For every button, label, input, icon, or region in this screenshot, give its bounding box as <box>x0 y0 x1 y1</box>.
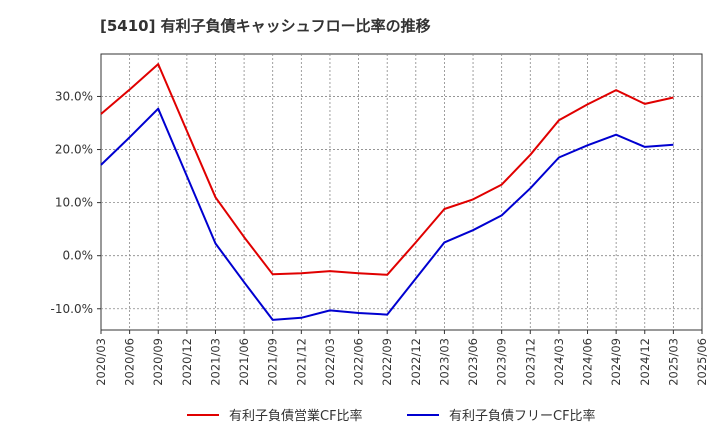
x-tick-label: 2023/12 <box>523 338 537 386</box>
legend-label: 有利子負債営業CF比率 <box>229 408 363 424</box>
y-tick-label: 20.0% <box>55 143 93 157</box>
x-tick-label: 2024/06 <box>581 338 595 386</box>
chart-title: [5410] 有利子負債キャッシュフロー比率の推移 <box>100 17 431 35</box>
y-axis-ticks: -10.0% 0.0% 10.0% 20.0% 30.0% <box>51 89 101 316</box>
x-tick-label: 2020/06 <box>123 338 137 386</box>
x-axis-ticks: 2020/03 2020/06 2020/09 2020/12 2021/03 2021/… <box>94 330 709 386</box>
series-line-operating-cf <box>100 63 674 276</box>
series-line-free-cf <box>100 107 674 321</box>
x-tick-label: 2020/09 <box>151 338 165 386</box>
x-tick-label: 2025/03 <box>666 338 680 386</box>
x-tick-label: 2022/09 <box>380 338 394 386</box>
x-tick-label: 2023/03 <box>437 338 451 386</box>
x-tick-label: 2020/12 <box>180 338 194 386</box>
plot-area <box>100 53 703 331</box>
x-tick-label: 2021/09 <box>266 338 280 386</box>
y-tick-label: -10.0% <box>51 302 93 316</box>
legend: 有利子負債営業CF比率 有利子負債フリーCF比率 <box>187 408 596 424</box>
x-tick-label: 2022/06 <box>352 338 366 386</box>
y-tick-label: 30.0% <box>55 89 93 103</box>
series-lines <box>100 63 674 321</box>
x-tick-label: 2021/03 <box>208 338 222 386</box>
x-tick-label: 2022/03 <box>323 338 337 386</box>
x-tick-label: 2020/03 <box>94 338 108 386</box>
x-tick-label: 2021/06 <box>237 338 251 386</box>
x-tick-label: 2022/12 <box>409 338 423 386</box>
x-tick-label: 2024/09 <box>609 338 623 386</box>
x-tick-label: 2021/12 <box>294 338 308 386</box>
y-tick-label: 0.0% <box>63 249 94 263</box>
plot-frame <box>100 53 703 331</box>
legend-label: 有利子負債フリーCF比率 <box>449 408 596 424</box>
x-tick-label: 2025/06 <box>695 338 709 386</box>
x-tick-label: 2023/06 <box>466 338 480 386</box>
x-tick-label: 2024/03 <box>552 338 566 386</box>
grid-lines <box>101 54 702 330</box>
x-tick-label: 2023/09 <box>495 338 509 386</box>
x-tick-label: 2024/12 <box>638 338 652 386</box>
y-tick-label: 10.0% <box>55 196 93 210</box>
